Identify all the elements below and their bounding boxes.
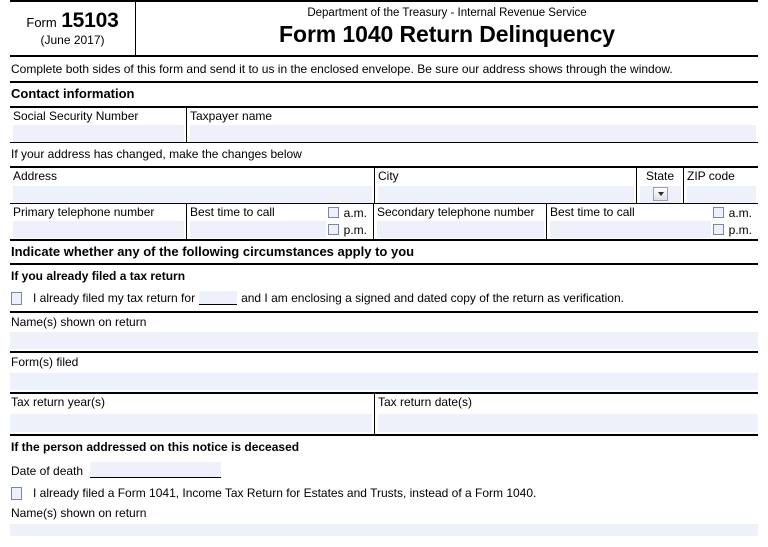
form-number-line: Form 15103 [26,10,118,31]
forms-filed-label: Form(s) filed [11,355,79,370]
address-changed-note: If your address has changed, make the ch… [11,147,302,162]
names-shown-on-return-label-1: Name(s) shown on return [11,314,147,329]
page-title: Form 1040 Return Delinquency [279,21,615,48]
cell-state: State [636,167,683,203]
cell-address: Address [10,168,374,203]
best-time-to-call-label-1: Best time to call [190,204,275,219]
cell-tax-return-years: Tax return year(s) [10,394,374,434]
names-shown-on-return-input-1[interactable] [10,332,758,350]
pm-option-2[interactable]: p.m. [712,222,752,237]
cell-best-time-2: Best time to call a.m. p.m. [546,203,758,239]
form-title-box: Department of the Treasury - Internal Re… [136,2,758,55]
block-forms-filed: Form(s) filed [10,351,758,391]
pm-option-1[interactable]: p.m. [327,222,367,237]
secondary-telephone-input[interactable] [377,221,544,239]
already-filed-return-checkbox[interactable] [11,291,22,305]
cell-tax-return-dates: Tax return date(s) [374,394,758,435]
form-number-box: Form 15103 (June 2017) [10,2,136,55]
primary-telephone-input[interactable] [13,221,184,239]
block-names-shown-on-return-1: Name(s) shown on return [10,310,758,350]
names-shown-on-return-label-2: Name(s) shown on return [11,505,147,520]
tax-return-dates-label: Tax return date(s) [378,395,473,410]
block-names-shown-on-return-2: Name(s) shown on return [10,505,758,536]
state-label: State [645,168,675,183]
row-address-city-state-zip: Address City State ZIP code [10,165,758,203]
secondary-telephone-label: Secondary telephone number [377,204,535,219]
address-label: Address [13,168,58,183]
divider-after-tax-return-row [10,434,758,437]
pm-label-2: p.m. [728,222,752,237]
state-select[interactable] [640,185,681,203]
best-time-1-field-group: Best time to call [187,204,328,239]
am-label-1: a.m. [343,205,367,220]
tax-return-years-input[interactable] [10,414,372,433]
form-revision-date: (June 2017) [40,32,105,47]
city-input[interactable] [378,185,634,203]
chevron-down-icon [657,192,664,197]
form-1041-checkbox[interactable] [11,487,22,501]
date-of-death-label: Date of death [11,464,84,479]
form-1041-statement[interactable]: I already filed a Form 1041, Income Tax … [10,482,758,504]
best-time-2-field-group: Best time to call [547,204,713,239]
agency-line: Department of the Treasury - Internal Re… [307,7,587,20]
taxpayer-name-input[interactable] [190,125,756,143]
city-label: City [378,168,399,183]
zip-label: ZIP code [687,168,735,183]
am-option-1[interactable]: a.m. [327,205,367,220]
cell-zip: ZIP code [683,167,758,203]
best-time-to-call-input-1[interactable] [190,221,326,239]
form-masthead: Form 15103 (June 2017) Department of the… [10,0,758,57]
row-tax-return-year-date: Tax return year(s) Tax return date(s) [10,392,758,435]
form-number-value: 15103 [61,8,119,32]
ssn-input[interactable] [13,125,184,143]
best-time-to-call-label-2: Best time to call [550,204,635,219]
form-word-label: Form [26,14,57,30]
ssn-label: Social Security Number [13,108,139,123]
already-filed-text-before: I already filed my tax return for [33,291,196,306]
divider-after-taxpayer-name [10,142,758,144]
cell-best-time-1: Best time to call a.m. p.m. [186,203,373,239]
state-dropdown-button[interactable] [653,187,668,202]
names-shown-on-return-input-2[interactable] [10,523,758,536]
subsection-heading-deceased: If the person addressed on this notice i… [11,440,300,455]
instruction-text: Complete both sides of this form and sen… [11,62,673,76]
already-filed-text-after: and I am enclosing a signed and dated co… [241,291,624,306]
already-filed-return-statement[interactable]: I already filed my tax return for and I … [10,286,758,310]
am-checkbox-2[interactable] [712,207,724,219]
am-label-2: a.m. [728,205,752,220]
filed-return-year-input[interactable] [199,291,238,306]
date-of-death-input[interactable] [90,462,222,479]
ampm-group-1: a.m. p.m. [327,204,373,239]
forms-filed-input[interactable] [10,373,758,391]
ampm-group-2: a.m. p.m. [712,204,758,239]
section-heading-contact-information: Contact information [10,81,758,105]
cell-ssn: Social Security Number [10,108,186,143]
cell-primary-phone: Primary telephone number [10,204,186,239]
am-option-2[interactable]: a.m. [712,205,752,220]
row-telephone-numbers: Primary telephone number Best time to ca… [10,202,758,239]
tax-return-dates-input[interactable] [378,414,758,433]
taxpayer-name-label: Taxpayer name [190,108,273,123]
zip-input[interactable] [687,185,756,203]
best-time-to-call-input-2[interactable] [550,221,711,239]
primary-telephone-label: Primary telephone number [13,204,155,219]
tax-return-years-label: Tax return year(s) [11,395,106,410]
address-input[interactable] [13,185,372,203]
am-checkbox-1[interactable] [327,207,339,219]
row-ssn-taxpayer-name: Social Security Number Taxpayer name [10,105,758,143]
pm-checkbox-2[interactable] [712,224,724,236]
cell-secondary-phone: Secondary telephone number [373,203,546,239]
date-of-death-row: Date of death [10,457,758,482]
subsection-heading-filed-return: If you already filed a tax return [10,262,758,286]
cell-taxpayer-name: Taxpayer name [186,107,758,143]
section-heading-circumstances: Indicate whether any of the following ci… [10,238,758,263]
pm-label-1: p.m. [343,222,367,237]
form-1041-text: I already filed a Form 1041, Income Tax … [33,486,537,501]
pm-checkbox-1[interactable] [327,224,339,236]
cell-city: City [374,167,636,203]
